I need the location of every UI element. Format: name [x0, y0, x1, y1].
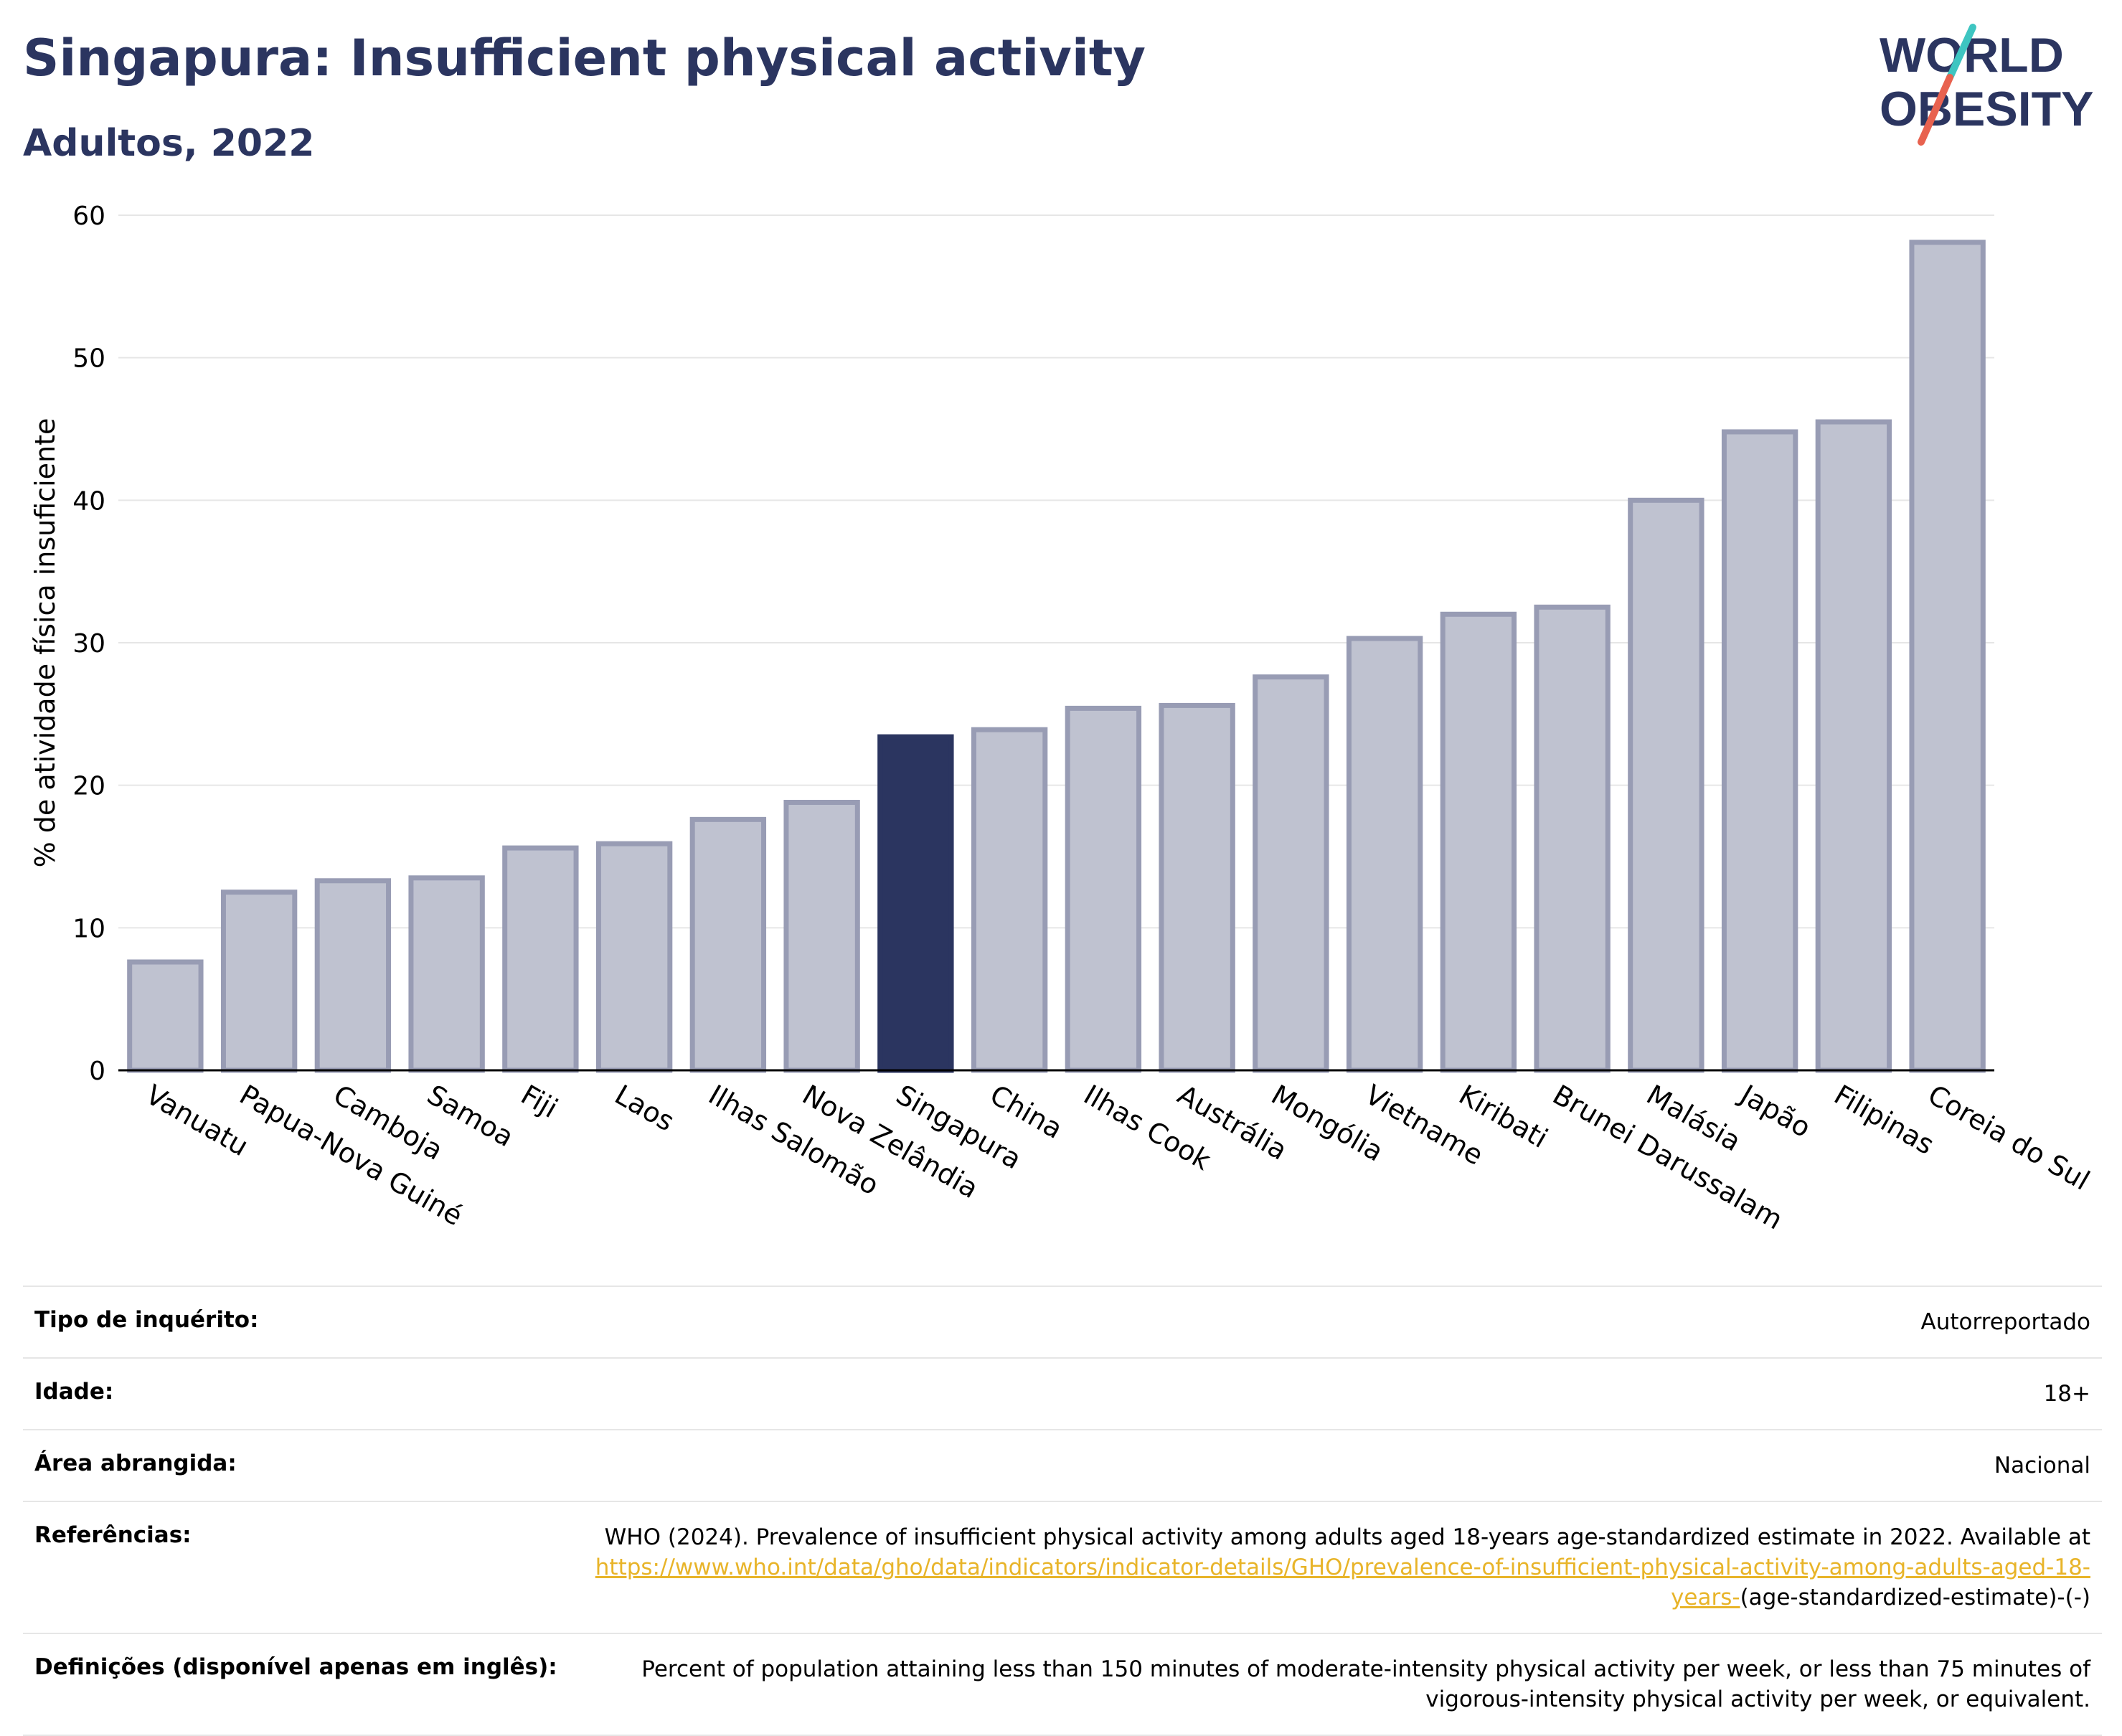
bar-ilhas-cook — [1065, 705, 1142, 1073]
references-value: WHO (2024). Prevalence of insufficient p… — [541, 1522, 2090, 1613]
definitions-value: Percent of population attaining less tha… — [641, 1656, 2090, 1712]
x-tick-label: Filipinas — [1829, 1079, 1939, 1161]
logo-slash-teal — [1946, 24, 1976, 81]
info-value: Autorreportado — [1920, 1309, 2091, 1335]
bar-jap-o — [1721, 429, 1798, 1073]
bar-austr-lia — [1159, 702, 1235, 1073]
bar-filipinas — [1815, 419, 1892, 1073]
y-tick-label: 60 — [72, 202, 105, 231]
info-row-definitions: Definições (disponível apenas em inglês)… — [23, 1633, 2102, 1736]
info-label: Área abrangida: — [34, 1450, 237, 1476]
info-table: Tipo de inquérito: Autorreportado Idade:… — [23, 1286, 2102, 1736]
y-tick-label: 10 — [72, 914, 105, 943]
bar-singapura — [877, 734, 954, 1073]
bar-camboja — [314, 878, 392, 1073]
info-value: 18+ — [2043, 1381, 2090, 1407]
references-tail: (age-standardized-estimate)-(-) — [1740, 1585, 2090, 1610]
logo-line2: OBESITY — [1880, 82, 2094, 136]
bars — [127, 240, 1986, 1073]
bar-coreia-do-sul — [1909, 240, 1986, 1073]
y-tick-label: 40 — [72, 486, 105, 516]
y-axis-ticks: 0 10 20 30 40 50 60 — [72, 202, 105, 1086]
bar-papua-nova-guin- — [220, 890, 298, 1073]
y-tick-label: 0 — [89, 1057, 105, 1086]
bar-mong-lia — [1253, 674, 1329, 1073]
y-tick-label: 20 — [72, 772, 105, 801]
bar-fiji — [502, 845, 579, 1073]
logo-slash-coral — [1918, 74, 1953, 146]
info-label: Idade: — [34, 1379, 114, 1405]
info-value: Nacional — [1994, 1453, 2090, 1478]
bar-china — [971, 727, 1048, 1073]
bar-vietname — [1346, 636, 1423, 1073]
y-tick-label: 50 — [72, 344, 105, 374]
y-tick-label: 30 — [72, 629, 105, 659]
references-text: WHO (2024). Prevalence of insufficient p… — [604, 1524, 2090, 1550]
bar-vanuatu — [127, 959, 204, 1073]
bar-laos — [595, 841, 673, 1073]
x-tick-label: Laos — [610, 1079, 680, 1138]
bar-samoa — [408, 875, 485, 1073]
info-row-references: Referências: WHO (2024). Prevalence of i… — [23, 1501, 2102, 1633]
world-obesity-logo: WORLD OBESITY — [1880, 24, 2094, 146]
bar-kiribati — [1440, 611, 1517, 1073]
x-tick-label: Japão — [1734, 1078, 1816, 1144]
bar-nova-zel-ndia — [783, 800, 860, 1073]
bar-mal-sia — [1628, 497, 1704, 1073]
references-link[interactable]: https://www.who.int/data/gho/data/indica… — [595, 1555, 2090, 1610]
info-row-survey: Tipo de inquérito: Autorreportado — [23, 1286, 2102, 1357]
y-axis-label: % de atividade física insuficiente — [29, 418, 61, 868]
info-label: Tipo de inquérito: — [34, 1307, 259, 1333]
grid-lines — [118, 214, 1994, 1071]
info-row-area: Área abrangida: Nacional — [23, 1429, 2102, 1501]
chart-subtitle: Adultos, 2022 — [23, 122, 315, 165]
references-label: Referências: — [34, 1522, 192, 1548]
x-tick-label: Fiji — [516, 1079, 563, 1124]
bar-ilhas-salom-o — [689, 816, 767, 1073]
x-tick-label: Vanuatu — [141, 1079, 254, 1162]
info-row-age: Idade: 18+ — [23, 1357, 2102, 1429]
x-tick-label: Coreia do Sul — [1923, 1079, 2095, 1197]
definitions-label: Definições (disponível apenas em inglês)… — [34, 1654, 557, 1680]
chart-title: Singapura: Insufficient physical activit… — [23, 29, 1146, 88]
bar-brunei-darussalam — [1534, 604, 1611, 1073]
